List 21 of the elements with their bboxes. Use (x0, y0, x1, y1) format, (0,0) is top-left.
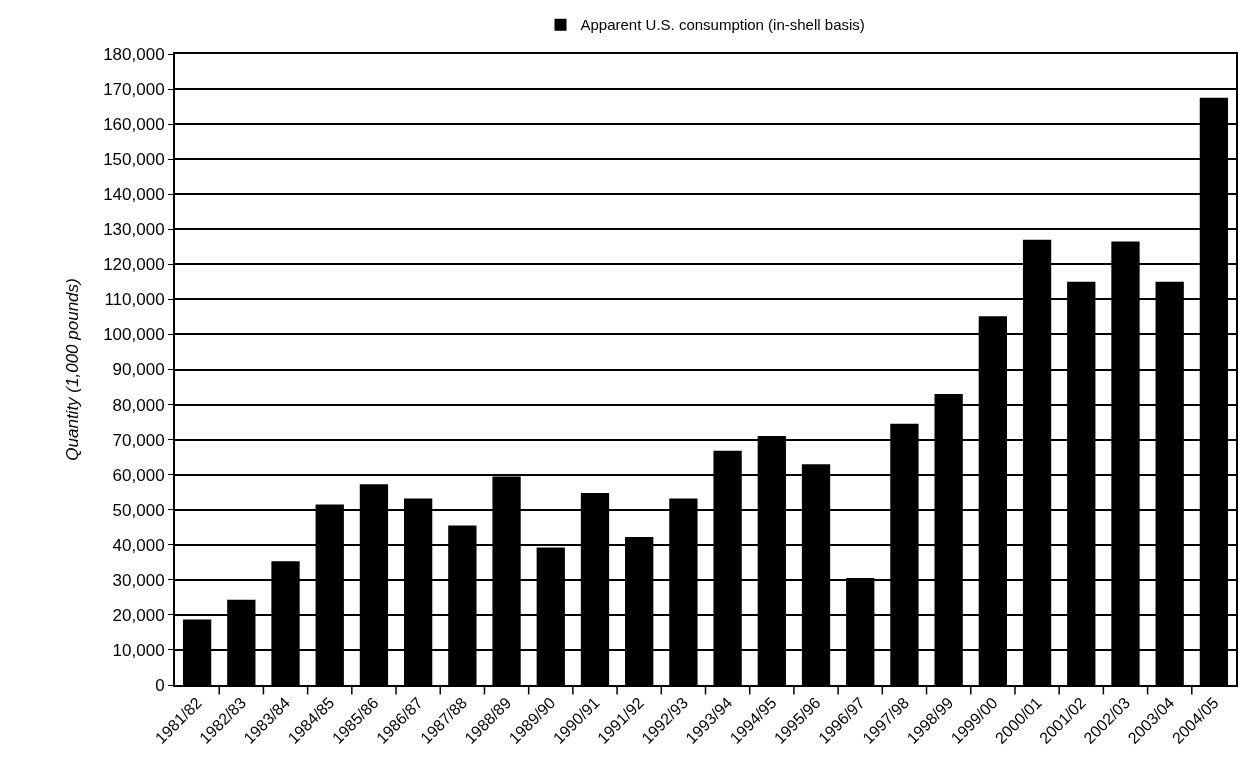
y-tick-label: 50,000 (112, 500, 165, 520)
legend-label: Apparent U.S. consumption (in-shell basis) (580, 16, 865, 34)
y-tick-label: 80,000 (112, 395, 165, 415)
y-tick-label: 160,000 (103, 115, 165, 135)
y-tick-label: 130,000 (103, 220, 165, 240)
y-tick-label: 60,000 (112, 465, 165, 485)
y-tick-label: 140,000 (103, 185, 165, 205)
y-tick-label: 90,000 (112, 360, 165, 380)
y-tick-label: 30,000 (112, 570, 165, 590)
y-tick-label: 170,000 (103, 80, 165, 100)
y-axis-title: Quantity (1,000 pounds) (63, 278, 83, 461)
y-tick-label: 40,000 (112, 535, 165, 555)
y-tick-label: 10,000 (112, 640, 165, 660)
y-tick-label: 110,000 (104, 290, 165, 310)
y-tick-label: 120,000 (103, 255, 165, 275)
y-tick-label: 150,000 (103, 150, 165, 170)
y-tick-label: 100,000 (103, 325, 165, 345)
y-tick-label: 20,000 (112, 605, 165, 625)
y-tick-label: 0 (155, 675, 165, 695)
y-tick-label: 70,000 (112, 430, 165, 450)
y-tick-label: 180,000 (103, 44, 165, 64)
